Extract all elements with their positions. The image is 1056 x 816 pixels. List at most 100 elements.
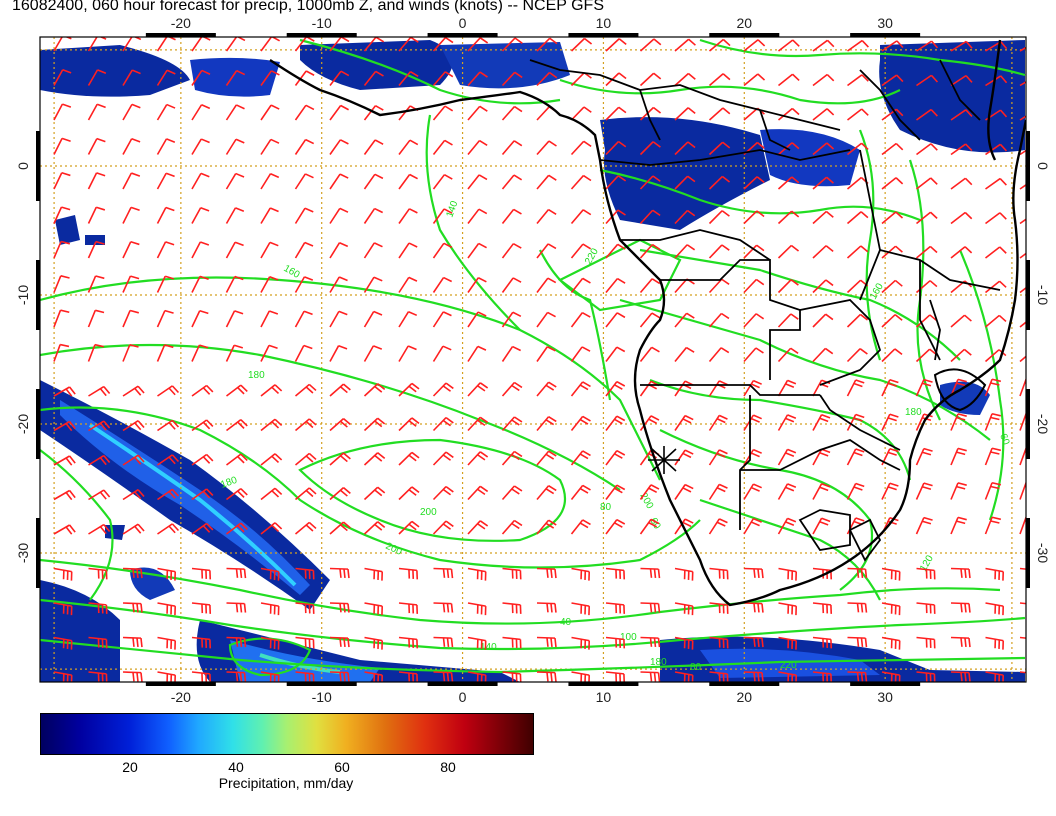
wind-barb xyxy=(536,519,557,535)
wind-barb xyxy=(329,344,348,362)
wind-barb xyxy=(191,138,210,155)
wind-barb xyxy=(329,276,348,293)
wind-barb xyxy=(812,210,834,225)
wind-barb xyxy=(329,602,350,613)
wind-barb xyxy=(294,241,314,259)
wind-barb xyxy=(916,40,939,52)
contour-label: 80 xyxy=(600,502,612,513)
wind-barb xyxy=(191,37,211,52)
wind-barb xyxy=(640,671,661,682)
contour-label: 60 xyxy=(997,432,1011,447)
wind-barb xyxy=(639,312,661,328)
wind-barb xyxy=(708,449,728,466)
frame-tick xyxy=(1026,518,1030,588)
wind-barb xyxy=(363,139,384,155)
wind-barb xyxy=(191,522,214,535)
wind-barb xyxy=(812,482,831,500)
wind-barb xyxy=(157,636,177,650)
wind-barb xyxy=(777,176,800,190)
wind-barb xyxy=(363,70,384,86)
wind-barb xyxy=(156,344,174,362)
wind-barb xyxy=(708,483,728,500)
wind-barb xyxy=(605,140,627,156)
frame-tick xyxy=(36,389,40,459)
wind-barb xyxy=(122,206,140,224)
wind-barb xyxy=(122,636,143,648)
wind-barb xyxy=(846,313,869,328)
colorbar: 20 40 60 80 Precipitation, mm/day xyxy=(40,713,534,791)
wind-barb xyxy=(122,103,141,121)
wind-barb xyxy=(122,489,145,501)
wind-barb xyxy=(743,448,762,466)
wind-barb xyxy=(777,347,799,363)
wind-barb xyxy=(1019,252,1026,259)
lat-tick-label: -20 xyxy=(15,414,31,434)
wind-barb xyxy=(122,671,143,682)
wind-barb xyxy=(605,38,627,52)
wind-barb xyxy=(950,516,967,535)
wind-barb xyxy=(53,206,71,224)
wind-barb xyxy=(501,140,523,156)
wind-barb xyxy=(570,37,593,52)
wind-barb xyxy=(156,69,176,86)
wind-barb xyxy=(984,280,1007,294)
wind-barb xyxy=(398,37,419,52)
wind-barb xyxy=(329,207,349,224)
wind-barb xyxy=(1019,355,1026,363)
wind-barb xyxy=(156,206,175,224)
wind-barb xyxy=(501,311,522,328)
wind-barb xyxy=(87,206,106,224)
wind-barb xyxy=(674,449,694,466)
wind-barb xyxy=(812,602,833,614)
frame-tick xyxy=(427,33,498,37)
colorbar-tick: 60 xyxy=(334,759,350,775)
wind-barb xyxy=(674,107,696,121)
wind-barb xyxy=(53,137,71,155)
wind-barb xyxy=(363,207,384,224)
wind-barb xyxy=(53,455,76,466)
wind-barb xyxy=(191,671,212,682)
colorbar-gradient xyxy=(40,713,534,755)
wind-barb xyxy=(674,567,694,581)
frame-tick xyxy=(427,682,498,686)
wind-barb xyxy=(398,345,417,362)
wind-barb xyxy=(295,636,315,649)
wind-barb xyxy=(570,174,592,190)
wind-barb xyxy=(708,414,728,431)
wind-barb xyxy=(674,414,694,431)
wind-barb xyxy=(881,142,904,156)
wind-barb xyxy=(433,671,454,682)
wind-barb xyxy=(570,140,592,156)
wind-barb xyxy=(432,416,454,432)
wind-barb xyxy=(156,103,176,121)
wind-barb xyxy=(847,108,869,121)
wind-barb xyxy=(881,567,901,581)
wind-barb xyxy=(950,177,973,190)
wind-barb xyxy=(777,448,797,466)
wind-barb xyxy=(122,420,145,432)
wind-barb xyxy=(432,276,453,293)
wind-barb xyxy=(812,142,835,156)
colorbar-tick: 20 xyxy=(122,759,138,775)
wind-barb xyxy=(363,452,386,466)
wind-barb xyxy=(398,671,419,682)
lon-tick-label: 30 xyxy=(877,689,893,705)
wind-barb xyxy=(260,522,283,535)
lat-tick-label: -20 xyxy=(1035,414,1051,434)
wind-barb xyxy=(122,567,143,579)
wind-barb xyxy=(191,241,210,259)
wind-barb xyxy=(915,211,938,225)
wind-barb xyxy=(639,415,660,431)
wind-barb xyxy=(398,417,420,432)
wind-barb xyxy=(950,143,973,156)
wind-barb xyxy=(329,310,348,328)
wind-barb xyxy=(501,242,522,259)
wind-barb xyxy=(467,602,487,616)
wind-barb xyxy=(536,671,557,682)
wind-barb xyxy=(260,418,283,432)
frame-tick xyxy=(286,33,357,37)
wind-barb xyxy=(605,106,627,121)
wind-barb xyxy=(777,279,799,294)
frame-tick xyxy=(1026,131,1030,201)
wind-barb xyxy=(329,417,351,432)
